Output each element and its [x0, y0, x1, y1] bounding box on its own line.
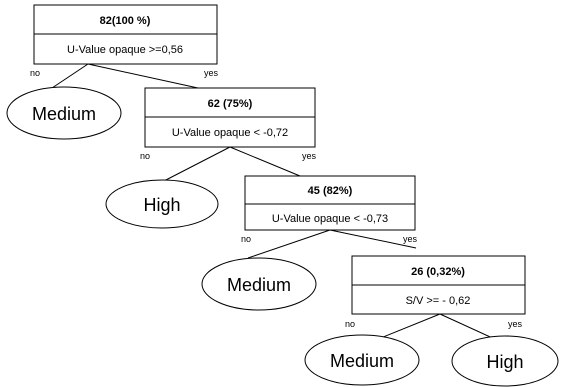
- branch-label-yes: yes: [302, 151, 317, 161]
- branch-label-no: no: [140, 151, 150, 161]
- leaf-node: Medium: [6, 86, 122, 140]
- edge-n2-no: [247, 229, 331, 259]
- split-node-1: 62 (75%) U-Value opaque < -0,72: [144, 87, 316, 148]
- edge-n1-no: [161, 146, 231, 183]
- leaf-label: Medium: [32, 104, 96, 124]
- leaf-ellipse: [451, 335, 559, 387]
- branch-labels: no yes no yes no yes no yes: [30, 68, 523, 329]
- split-node-3: 26 (0,32%) S/V >= - 0,62: [351, 255, 526, 315]
- node-count: 62 (75%): [208, 98, 253, 110]
- branch-label-no: no: [241, 234, 251, 244]
- leaf-label: Medium: [227, 275, 291, 295]
- node-condition: S/V >= - 0,62: [406, 295, 471, 307]
- node-condition: U-Value opaque >=0,56: [67, 44, 183, 56]
- split-node-2: 45 (82%) U-Value opaque < -0,73: [244, 175, 416, 231]
- leaf-label: High: [486, 352, 523, 372]
- edge-root-yes: [87, 63, 199, 89]
- leaf-label: High: [143, 195, 180, 215]
- branch-label-no: no: [345, 319, 355, 329]
- leaf-node: High: [451, 335, 559, 387]
- leaf-node: Medium: [201, 257, 317, 311]
- leaf-ellipse: [105, 179, 219, 229]
- leaf-node: High: [105, 179, 219, 229]
- leaf-node: Medium: [304, 334, 420, 386]
- tree-edges: [51, 63, 511, 349]
- node-condition: U-Value opaque < -0,72: [172, 127, 288, 139]
- node-box: [244, 175, 416, 231]
- node-condition: U-Value opaque < -0,73: [272, 213, 388, 225]
- edge-root-no: [51, 63, 89, 89]
- leaf-ellipse: [201, 257, 317, 311]
- edge-n2-yes: [329, 229, 417, 249]
- branch-label-no: no: [30, 68, 40, 78]
- split-node-root: 82(100 %) U-Value opaque >=0,56: [33, 4, 218, 65]
- node-count: 82(100 %): [100, 15, 151, 27]
- edge-n1-yes: [229, 146, 301, 177]
- leaf-ellipse: [304, 334, 420, 386]
- branch-label-yes: yes: [403, 234, 418, 244]
- node-count: 26 (0,32%): [411, 266, 465, 278]
- node-count: 45 (82%): [308, 185, 353, 197]
- branch-label-yes: yes: [204, 68, 219, 78]
- leaf-label: Medium: [330, 351, 394, 371]
- leaf-ellipse: [6, 86, 122, 140]
- branch-label-yes: yes: [508, 319, 523, 329]
